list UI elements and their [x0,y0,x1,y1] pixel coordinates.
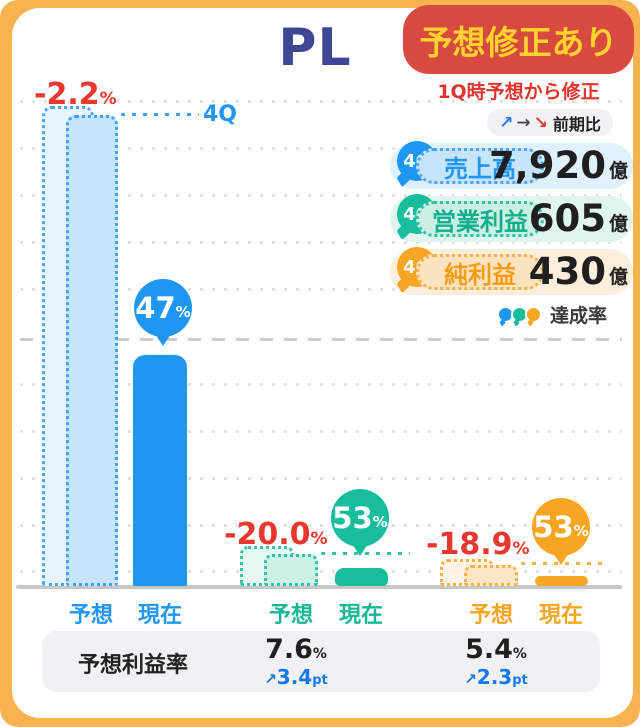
revision-number: -18.9 [426,527,513,562]
delta-up-arrow-icon: ↗ [264,670,277,689]
forecast-bar-revised-revenue [66,115,118,586]
gridline [20,100,622,103]
revision-label-net-profit: -18.9% [426,527,530,562]
forecast-bar-revised-net-profit [464,565,518,586]
revision-badge-label: 予想修正あり [419,22,618,62]
current-bar-net-profit [535,576,588,586]
gridline [20,147,622,150]
achievement-balloon-revenue: 47 % [134,279,192,337]
forecast-bar-revised-operating-profit [264,554,318,586]
achievement-balloon-net-profit: 53 % [532,498,590,556]
half-target-dashed-line [20,338,622,341]
metric-name: 売上高 [444,154,516,183]
achievement-number: 53 [332,501,373,535]
flat-arrow-icon: → [516,112,531,133]
margin-cell-net-profit: 5.4% ↗2.3pt [436,634,556,689]
gridline [20,477,622,480]
metric-unit: 億 [608,213,628,235]
metric-unit: 億 [608,266,628,288]
axis-label-current-net-profit: 現在 [538,603,583,628]
axis-label-current-operating-profit: 現在 [338,603,383,628]
x-axis-line [16,585,622,589]
metric-name: 純利益 [444,260,516,289]
metric-number: 430 [528,250,606,294]
achievement-unit: % [175,303,191,321]
gridline [20,288,622,291]
achievement-unit: % [573,522,589,540]
metric-number: 7,920 [488,144,606,188]
metric-value-operating-profit: 605 億 [500,194,628,240]
achievement-legend: 達成率 [497,302,608,327]
metric-label-revenue: 売上高 [416,148,544,184]
orange-balloon-icon [525,305,542,323]
revision-unit: % [310,529,328,549]
revision-number: -2.2 [34,77,100,112]
achievement-unit: % [372,513,388,531]
margin-value: 7.6 [265,634,313,665]
achievement-legend-label: 達成率 [550,304,608,327]
delta-unit: pt [512,673,528,689]
metric-number: 605 [528,197,606,241]
axis-label-current-revenue: 現在 [137,603,182,628]
revision-label-revenue: -2.2% [34,77,117,112]
achievement-number: 53 [533,510,574,544]
page-title: PL [278,18,352,78]
gridline [20,383,622,386]
up-arrow-icon: ↗ [499,112,514,133]
margin-panel [42,631,600,692]
revision-unit: % [512,539,530,559]
gridline [20,430,622,433]
gridline [20,241,622,244]
gridline [20,570,622,573]
delta-unit: pt [312,673,328,689]
leader-label-4q: 4Q [203,102,238,127]
revision-label-operating-profit: -20.0% [224,517,328,552]
axis-label-forecast-operating-profit: 予想 [268,603,313,628]
gridline [20,524,622,527]
period-comparison-legend: ↗ → ↘ 前期比 [487,109,613,136]
margin-unit: % [512,646,527,662]
delta-up-arrow-icon: ↗ [464,670,477,689]
current-bar-operating-profit [335,568,388,586]
leader-line-revenue [121,113,199,116]
gridline [20,194,622,197]
delta-value: 2.3 [476,665,513,690]
revision-badge: 予想修正あり [403,5,634,74]
metric-value-net-profit: 430 億 [500,247,628,293]
metric-label-operating-profit: 営業利益 [416,201,544,237]
axis-label-forecast-net-profit: 予想 [468,603,513,628]
metric-unit: 億 [608,160,628,182]
delta-value: 3.4 [276,665,313,690]
margin-panel-label: 予想利益率 [78,653,189,678]
margin-unit: % [312,646,327,662]
achievement-number: 47 [135,291,176,325]
period-legend-label: 前期比 [552,114,601,134]
revision-note: 1Q時予想から修正 [437,81,600,103]
metric-label-net-profit: 純利益 [416,254,544,290]
margin-cell-operating-profit: 7.6% ↗3.4pt [236,634,356,689]
revision-number: -20.0 [224,517,311,552]
margin-value: 5.4 [465,634,513,665]
revision-unit: % [99,89,117,109]
axis-label-forecast-revenue: 予想 [68,603,113,628]
metric-value-revenue: 7,920 億 [489,141,628,187]
achievement-balloon-operating-profit: 53 % [331,489,389,547]
down-arrow-icon: ↘ [533,112,548,133]
metric-name: 営業利益 [432,207,528,236]
current-bar-revenue [133,355,187,586]
